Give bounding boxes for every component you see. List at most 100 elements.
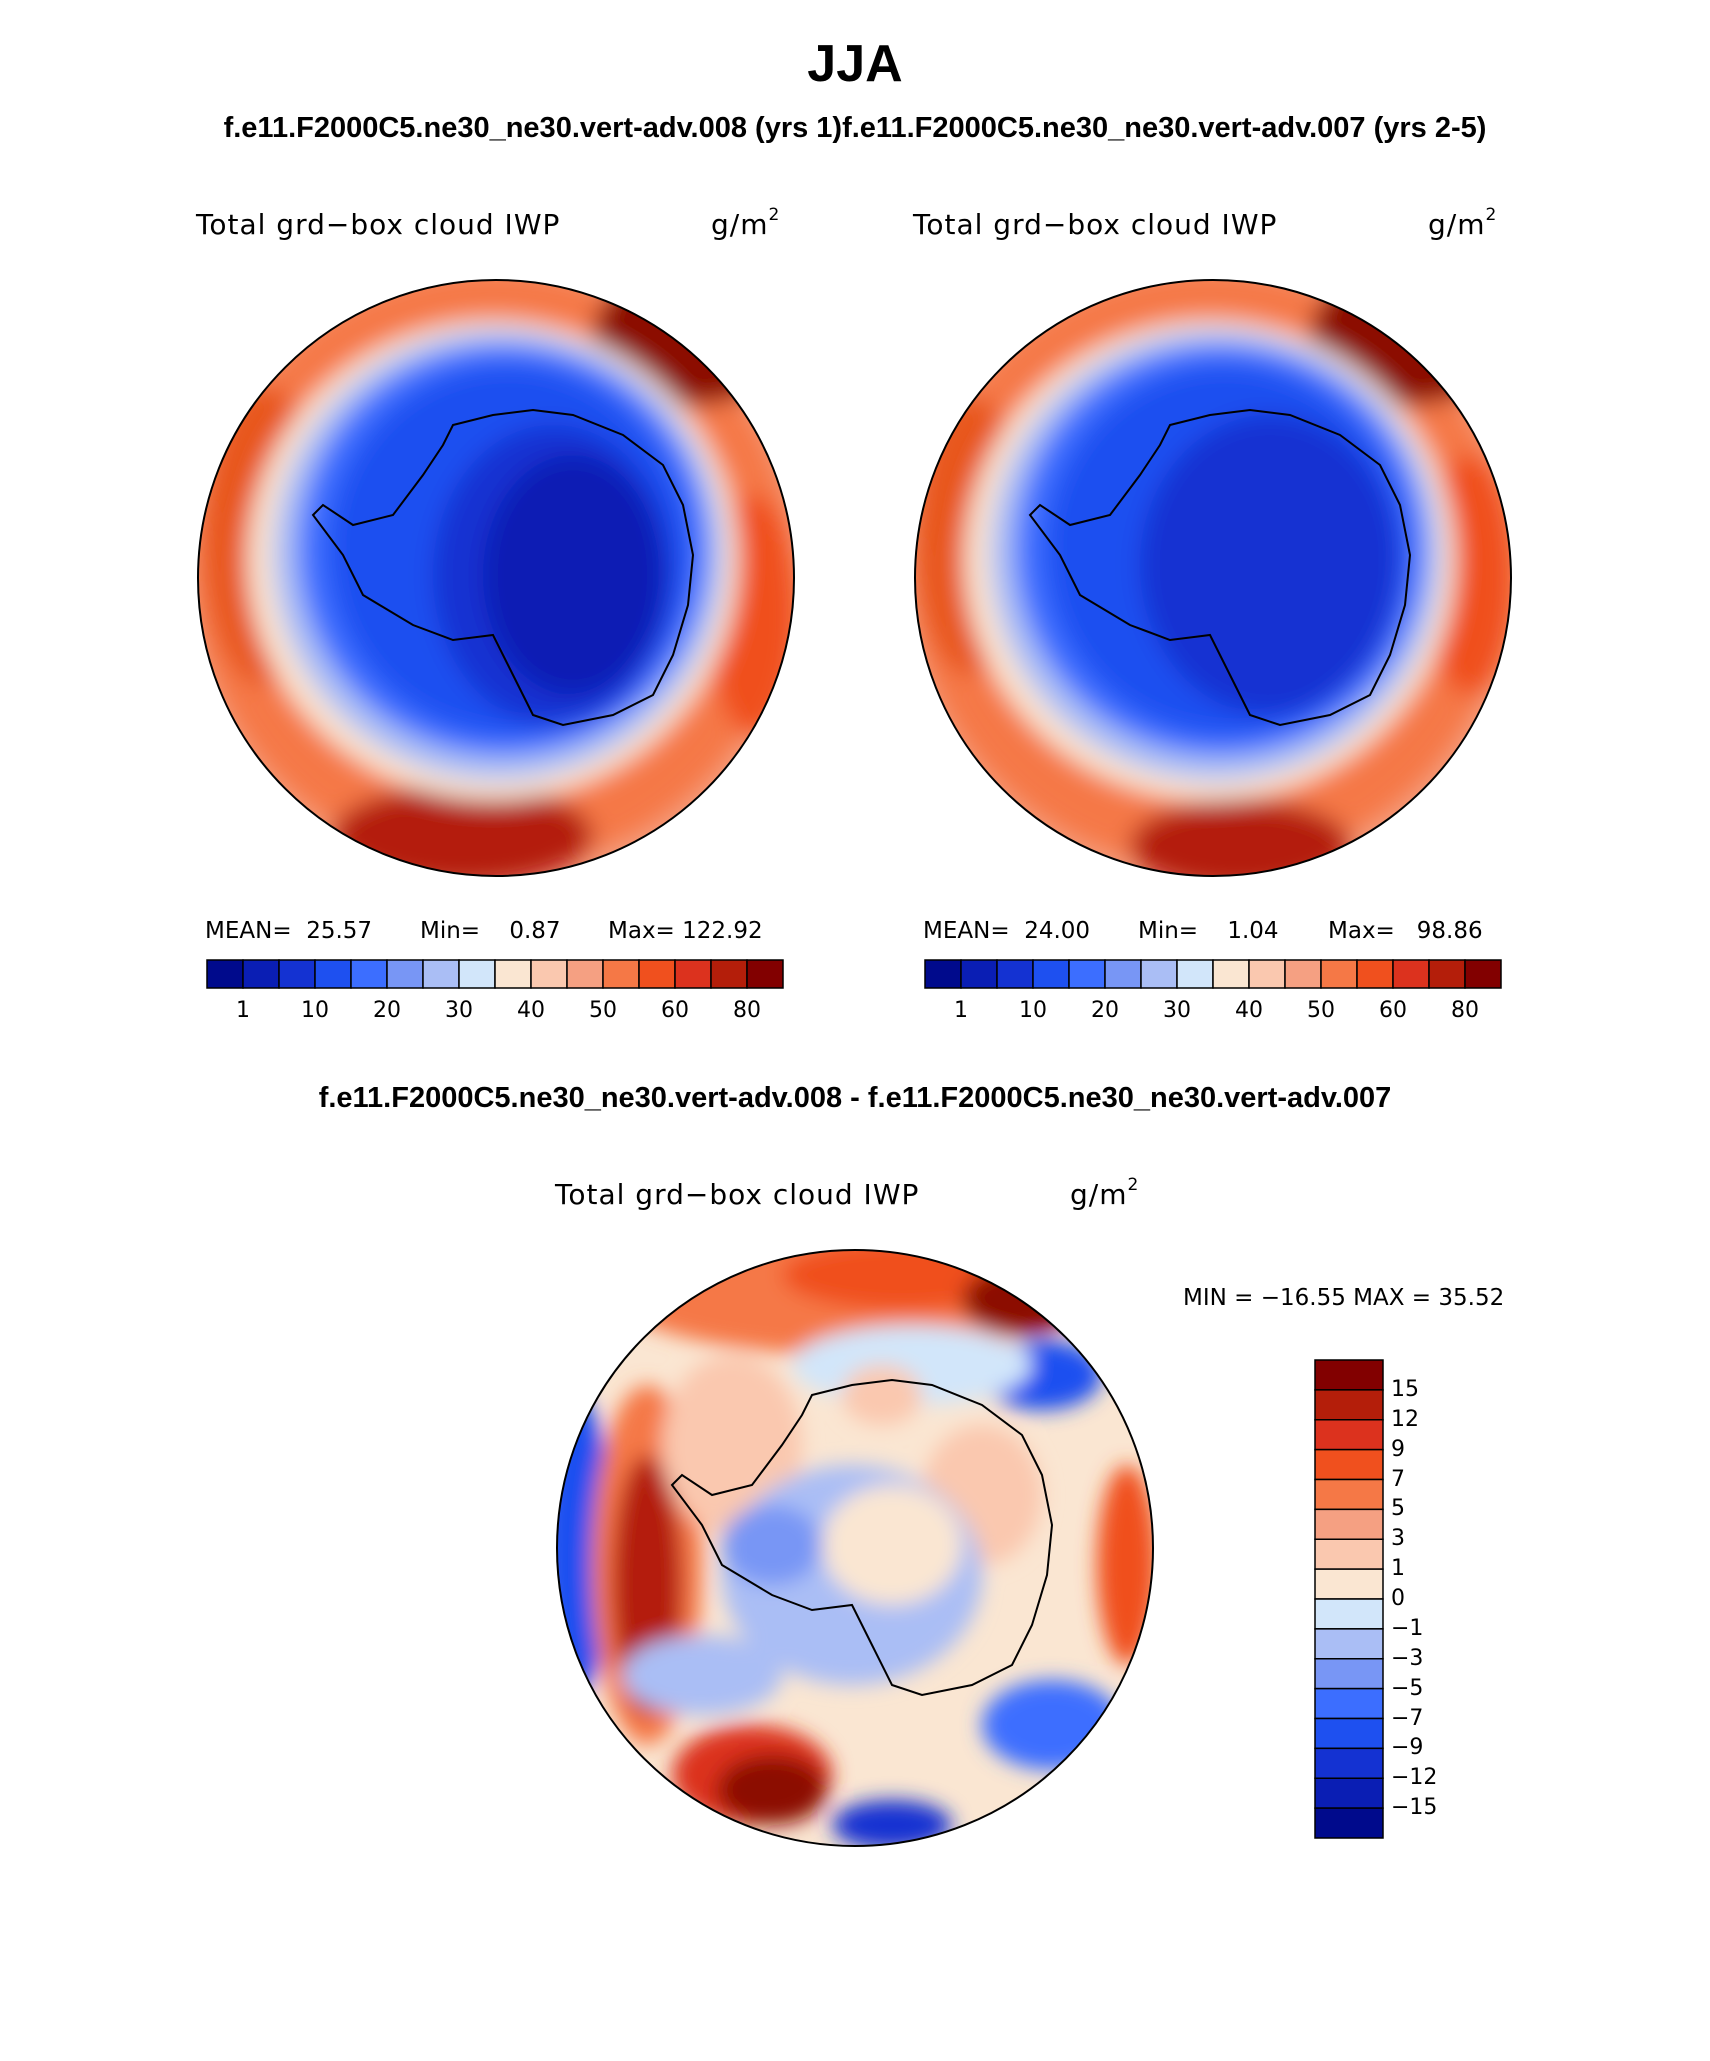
colorbar-box (242, 959, 280, 989)
colorbar-box (1314, 1568, 1384, 1600)
colorbar-tick-label: −9 (1391, 1735, 1424, 1761)
colorbar-tick-label: −3 (1391, 1645, 1424, 1671)
colorbar-tick-label: −15 (1391, 1795, 1438, 1821)
colorbar-box (1428, 959, 1466, 989)
panel1-min: Min= 0.87 (420, 918, 561, 944)
colorbar-tick-label: 60 (1379, 998, 1407, 1023)
colorbar-box (1140, 959, 1178, 989)
colorbar-tick-label: 40 (1235, 998, 1263, 1023)
colorbar-box (1104, 959, 1142, 989)
colorbar-box (278, 959, 316, 989)
diff-variable-label: Total grd−box cloud IWP (555, 1178, 920, 1211)
colorbar-box (1356, 959, 1394, 989)
colorbar-box (1032, 959, 1070, 989)
colorbar-box (1176, 959, 1214, 989)
colorbar-box (960, 959, 998, 989)
difference-colorbar-ticks: 15 12 9 7 5 3 1 0 −1 −3 −5 −7 −9 −12 −15 (1391, 1358, 1471, 1840)
colorbar-box (494, 959, 532, 989)
panel2-units-label: g/m2 (1428, 204, 1498, 241)
colorbar-box (1392, 959, 1430, 989)
colorbar-box (1314, 1389, 1384, 1421)
colorbar-tick-label: 80 (733, 998, 761, 1023)
colorbar-box (314, 959, 352, 989)
colorbar-box (674, 959, 712, 989)
colorbar-tick-label: 20 (373, 998, 401, 1023)
colorbar-tick-label: 12 (1391, 1406, 1419, 1432)
panel2-map (914, 279, 1512, 877)
colorbar-box (422, 959, 460, 989)
panel2-colorbar-ticks: 1 10 20 30 40 50 60 80 (923, 998, 1503, 1028)
panel1-colorbar-ticks: 1 10 20 30 40 50 60 80 (205, 998, 785, 1028)
colorbar-box (602, 959, 640, 989)
colorbar-tick-label: 1 (236, 998, 250, 1023)
panel2-min: Min= 1.04 (1138, 918, 1279, 944)
colorbar-tick-label: 1 (954, 998, 968, 1023)
colorbar-box (1314, 1747, 1384, 1779)
colorbar-box (1320, 959, 1358, 989)
colorbar-tick-label: 10 (1019, 998, 1047, 1023)
colorbar-box (710, 959, 748, 989)
colorbar-tick-label: −7 (1391, 1705, 1424, 1731)
panel2-max: Max= 98.86 (1328, 918, 1483, 944)
colorbar-box (458, 959, 496, 989)
colorbar-box (638, 959, 676, 989)
colorbar-tick-label: 20 (1091, 998, 1119, 1023)
colorbar-tick-label: 80 (1451, 998, 1479, 1023)
colorbar-tick-label: 30 (445, 998, 473, 1023)
main-title: JJA (807, 35, 903, 93)
colorbar-box (566, 959, 604, 989)
diff-minmax: MIN = −16.55 MAX = 35.52 (1183, 1285, 1505, 1311)
colorbar-box (746, 959, 784, 989)
difference-colorbar (1314, 1359, 1384, 1839)
colorbar-box (996, 959, 1034, 989)
colorbar-tick-label: 9 (1391, 1436, 1405, 1462)
difference-map (556, 1249, 1154, 1847)
colorbar-box (1314, 1628, 1384, 1660)
colorbar-box (386, 959, 424, 989)
panel1-colorbar (206, 959, 784, 989)
colorbar-tick-label: −1 (1391, 1615, 1424, 1641)
colorbar-tick-label: 10 (301, 998, 329, 1023)
colorbar-box (1284, 959, 1322, 989)
colorbar-box (1068, 959, 1106, 989)
colorbar-box (1314, 1419, 1384, 1451)
colorbar-box (1314, 1598, 1384, 1630)
colorbar-box (1464, 959, 1502, 989)
colorbar-box (1314, 1448, 1384, 1481)
colorbar-box (1314, 1717, 1384, 1750)
difference-title: f.e11.F2000C5.ne30_ne30.vert-adv.008 - f… (318, 1082, 1392, 1114)
colorbar-tick-label: 15 (1391, 1376, 1419, 1402)
diff-units-label: g/m2 (1070, 1174, 1140, 1211)
colorbar-box (1314, 1478, 1384, 1511)
panel2-colorbar (924, 959, 1502, 989)
panel1-map (197, 279, 795, 877)
colorbar-tick-label: 30 (1163, 998, 1191, 1023)
colorbar-box (924, 959, 962, 989)
panel1-variable-label: Total grd−box cloud IWP (196, 208, 561, 241)
colorbar-tick-label: 50 (589, 998, 617, 1023)
colorbar-tick-label: 5 (1391, 1496, 1405, 1522)
case-titles: f.e11.F2000C5.ne30_ne30.vert-adv.008 (yr… (223, 112, 1487, 144)
colorbar-box (350, 959, 388, 989)
colorbar-box (1248, 959, 1286, 989)
panel2-variable-label: Total grd−box cloud IWP (913, 208, 1278, 241)
colorbar-box (1314, 1359, 1384, 1391)
colorbar-tick-label: 60 (661, 998, 689, 1023)
colorbar-box (1314, 1538, 1384, 1570)
panel1-units-label: g/m2 (711, 204, 781, 241)
colorbar-box (1314, 1687, 1384, 1720)
colorbar-box (206, 959, 244, 989)
colorbar-box (1314, 1658, 1384, 1690)
colorbar-tick-label: −12 (1391, 1765, 1438, 1791)
panel1-max: Max= 122.92 (608, 918, 763, 944)
colorbar-tick-label: 3 (1391, 1526, 1405, 1552)
colorbar-box (530, 959, 568, 989)
colorbar-tick-label: 7 (1391, 1466, 1405, 1492)
colorbar-box (1314, 1777, 1384, 1809)
colorbar-tick-label: 1 (1391, 1556, 1405, 1582)
colorbar-box (1314, 1807, 1384, 1839)
panel2-mean: MEAN= 24.00 (923, 918, 1091, 944)
colorbar-tick-label: 40 (517, 998, 545, 1023)
panel1-mean: MEAN= 25.57 (205, 918, 373, 944)
colorbar-tick-label: 0 (1391, 1586, 1405, 1611)
